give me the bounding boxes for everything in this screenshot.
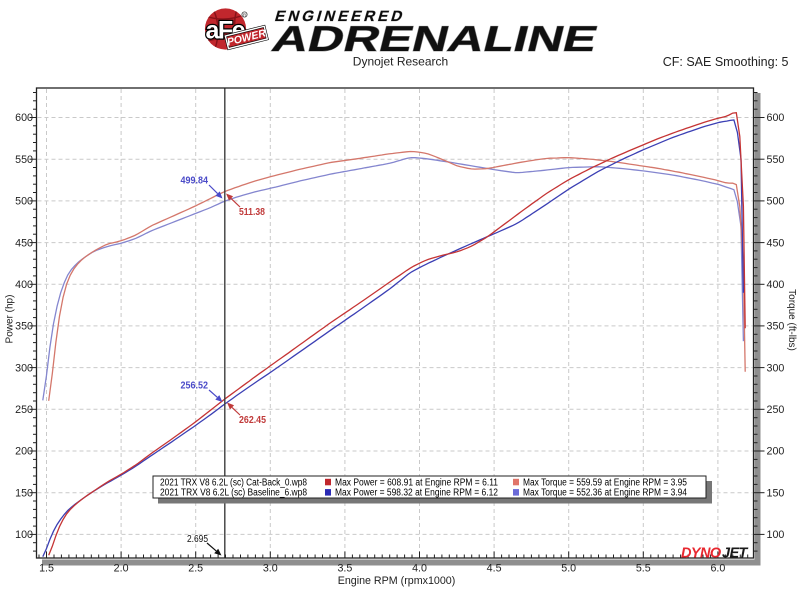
svg-text:200: 200	[15, 446, 33, 458]
svg-text:2.0: 2.0	[114, 563, 129, 575]
svg-text:150: 150	[767, 487, 785, 499]
svg-text:250: 250	[15, 404, 33, 416]
svg-text:ADRENALINE: ADRENALINE	[268, 19, 602, 59]
svg-text:DYNO: DYNO	[681, 546, 722, 562]
svg-text:Max Torque = 559.59 at Engine: Max Torque = 559.59 at Engine RPM = 3.95	[523, 477, 687, 488]
svg-text:600: 600	[767, 112, 785, 124]
svg-text:450: 450	[15, 237, 33, 249]
svg-text:511.38: 511.38	[239, 207, 265, 218]
svg-text:6.0: 6.0	[710, 563, 725, 575]
svg-text:3.5: 3.5	[337, 563, 352, 575]
svg-text:1.5: 1.5	[39, 563, 54, 575]
svg-text:3.0: 3.0	[263, 563, 278, 575]
svg-text:100: 100	[767, 529, 785, 541]
svg-text:500: 500	[767, 196, 785, 208]
svg-text:R: R	[243, 13, 247, 18]
svg-text:4.5: 4.5	[487, 563, 502, 575]
svg-text:2021 TRX V8 6.2L (sc) Cat-Back: 2021 TRX V8 6.2L (sc) Cat-Back_0.wp8	[160, 477, 307, 488]
svg-text:2021 TRX V8 6.2L (sc) Baseline: 2021 TRX V8 6.2L (sc) Baseline_6.wp8	[160, 488, 307, 499]
svg-text:150: 150	[15, 487, 33, 499]
svg-text:CF: SAE Smoothing: 5: CF: SAE Smoothing: 5	[663, 55, 789, 69]
svg-text:262.45: 262.45	[239, 415, 266, 426]
svg-text:4.0: 4.0	[412, 563, 427, 575]
svg-text:200: 200	[767, 446, 785, 458]
svg-text:2.695: 2.695	[187, 534, 208, 545]
svg-text:250: 250	[767, 404, 785, 416]
svg-text:5.5: 5.5	[636, 563, 651, 575]
svg-text:350: 350	[15, 321, 33, 333]
svg-text:Dynojet Research: Dynojet Research	[353, 55, 448, 69]
svg-text:400: 400	[15, 279, 33, 291]
svg-text:Max Power = 608.91 at Engine R: Max Power = 608.91 at Engine RPM = 6.11	[335, 477, 498, 488]
svg-text:2.5: 2.5	[188, 563, 203, 575]
svg-text:5.0: 5.0	[561, 563, 576, 575]
svg-text:550: 550	[15, 154, 33, 166]
svg-text:500: 500	[15, 196, 33, 208]
svg-text:300: 300	[767, 362, 785, 374]
svg-text:100: 100	[15, 529, 33, 541]
svg-text:550: 550	[767, 154, 785, 166]
svg-text:256.52: 256.52	[181, 381, 209, 392]
svg-text:350: 350	[767, 321, 785, 333]
svg-text:499.84: 499.84	[181, 176, 209, 187]
svg-text:Power (hp): Power (hp)	[5, 295, 16, 344]
svg-text:600: 600	[15, 112, 33, 124]
svg-text:400: 400	[767, 279, 785, 291]
svg-text:Max Torque = 552.36 at Engine: Max Torque = 552.36 at Engine RPM = 3.94	[523, 488, 687, 499]
svg-text:JET: JET	[722, 546, 749, 562]
svg-text:300: 300	[15, 362, 33, 374]
svg-text:ENGINEERED: ENGINEERED	[273, 8, 405, 25]
svg-text:Max Power = 598.32 at Engine R: Max Power = 598.32 at Engine RPM = 6.12	[335, 488, 498, 499]
svg-text:450: 450	[767, 237, 785, 249]
svg-text:Engine RPM (rpmx1000): Engine RPM (rpmx1000)	[338, 575, 456, 587]
svg-text:Torque (ft-lbs): Torque (ft-lbs)	[786, 289, 797, 351]
